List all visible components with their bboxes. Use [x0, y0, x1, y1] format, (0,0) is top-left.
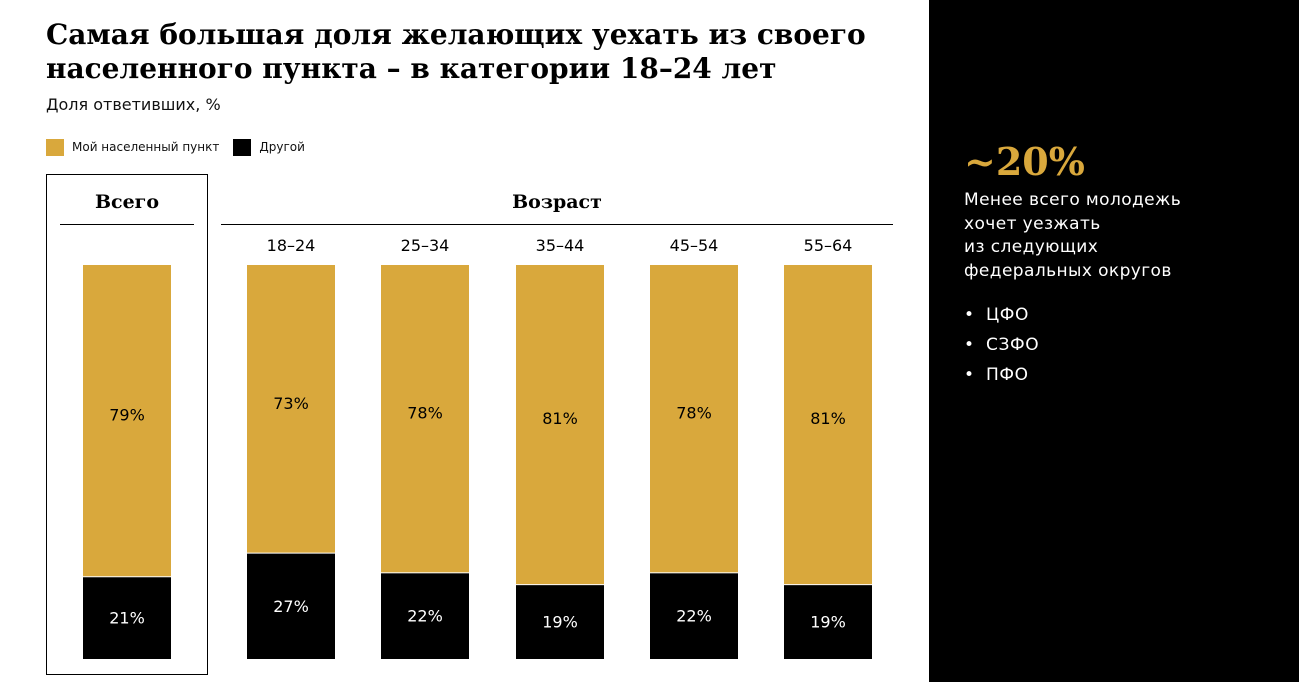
- bar-own-5: [784, 265, 872, 585]
- bullet-icon: •: [964, 335, 975, 355]
- bar-own-1: [247, 265, 335, 553]
- side-list-item: • ЦФО: [964, 300, 1039, 330]
- legend: Мой населенный пункт Другой: [46, 138, 319, 156]
- total-group-label: Всего: [95, 191, 159, 213]
- side-panel: ~20% Менее всего молодежь хочет уезжать …: [929, 0, 1299, 682]
- category-label-1: 18–24: [267, 236, 316, 255]
- side-list-item: • ПФО: [964, 360, 1039, 390]
- age-group-label: Возраст: [512, 191, 602, 213]
- category-label-3: 35–44: [536, 236, 585, 255]
- data-label-other-3: 19%: [542, 613, 578, 632]
- legend-swatch-own: [46, 138, 64, 156]
- data-label-own-5: 81%: [810, 409, 846, 428]
- data-label-own-0: 79%: [109, 405, 145, 424]
- bullet-icon: •: [964, 365, 975, 385]
- side-line: Менее всего молодежь: [964, 190, 1182, 210]
- bar-own-4: [650, 265, 738, 573]
- bar-own-2: [381, 265, 469, 573]
- side-highlight-value: ~20%: [964, 139, 1085, 184]
- side-list-item-label: ПФО: [986, 365, 1029, 385]
- bar-other-4: [650, 573, 738, 659]
- bar-other-2: [381, 573, 469, 659]
- bar-other-1: [247, 553, 335, 659]
- bar-other-3: [516, 585, 604, 659]
- legend-item-other: Другой: [233, 138, 305, 156]
- chart-title: Самая большая доля желающих уехать из св…: [46, 18, 866, 85]
- data-label-own-1: 73%: [273, 394, 309, 413]
- legend-label-other: Другой: [259, 140, 305, 154]
- category-label-4: 45–54: [670, 236, 719, 255]
- data-label-own-4: 78%: [676, 404, 712, 423]
- data-label-other-0: 21%: [109, 609, 145, 628]
- side-list-item-label: СЗФО: [986, 335, 1040, 355]
- bar-own-0: [83, 265, 171, 577]
- stacked-bar-chart: Всего Возраст 79% 21% 73% 27% 18–24 78% 22% 25–…: [46, 174, 893, 675]
- bar-own-3: [516, 265, 604, 585]
- bar-other-5: [784, 585, 872, 659]
- total-frame: [46, 174, 208, 675]
- bar-other-0: [83, 577, 171, 659]
- data-label-other-1: 27%: [273, 597, 309, 616]
- side-line: хочет уезжать: [964, 213, 1101, 234]
- side-description: Менее всего молодежь хочет уезжать из сл…: [964, 189, 1284, 283]
- legend-item-own: Мой населенный пункт: [46, 138, 220, 156]
- side-list-item: • СЗФО: [964, 330, 1039, 360]
- legend-swatch-other: [233, 138, 252, 156]
- side-line: федеральных округов: [964, 260, 1172, 281]
- category-label-2: 25–34: [401, 236, 450, 255]
- category-label-5: 55–64: [804, 236, 853, 255]
- data-label-own-3: 81%: [542, 409, 578, 428]
- chart-subtitle: Доля ответивших, %: [46, 95, 221, 114]
- data-label-other-4: 22%: [676, 607, 712, 626]
- side-line: из следующих: [964, 237, 1099, 257]
- data-label-own-2: 78%: [407, 404, 443, 423]
- bullet-icon: •: [964, 305, 975, 325]
- bars-group: 79% 21% 73% 27% 18–24 78% 22% 25–34 81% 19% 35–44 7…: [83, 236, 872, 659]
- side-list-item-label: ЦФО: [986, 305, 1030, 325]
- data-label-other-5: 19%: [810, 613, 846, 632]
- legend-label-own: Мой населенный пункт: [72, 140, 220, 154]
- side-list: • ЦФО • СЗФО • ПФО: [964, 300, 1039, 390]
- data-label-other-2: 22%: [407, 607, 443, 626]
